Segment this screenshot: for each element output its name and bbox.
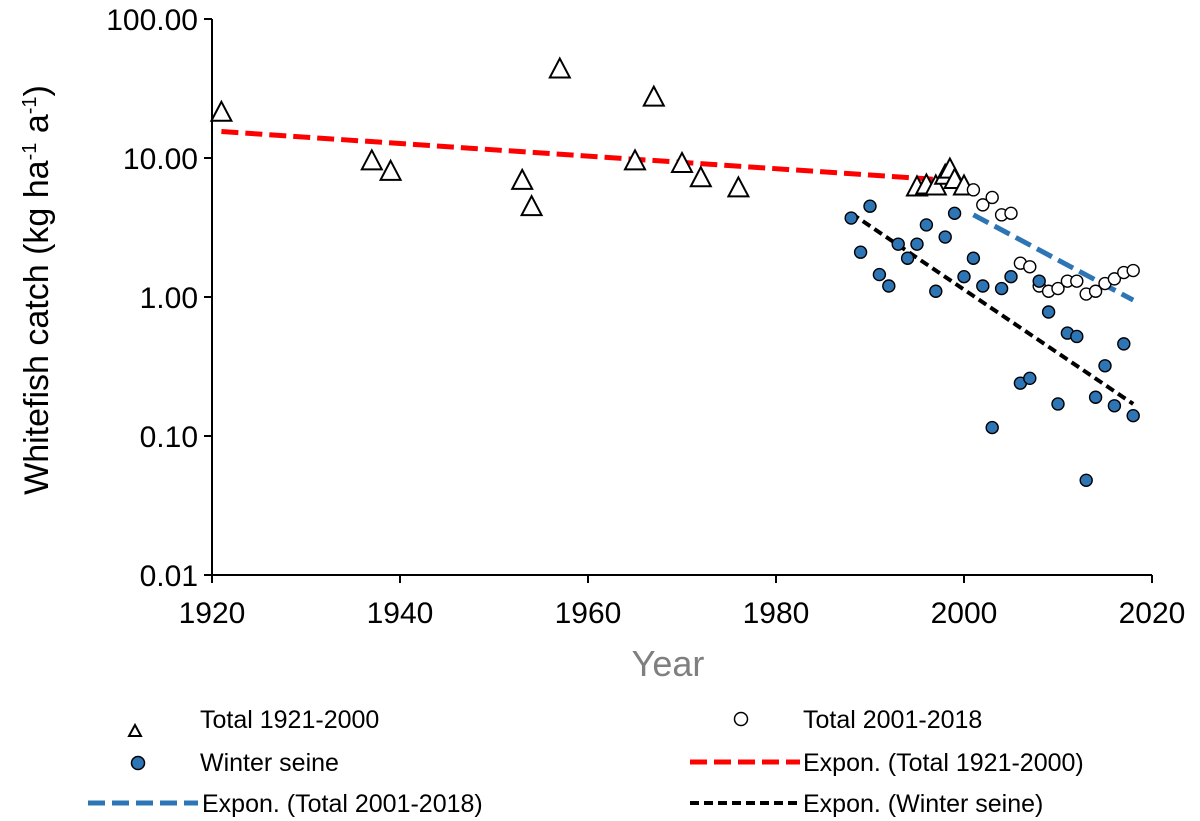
- y-tick-label: 100.00: [106, 4, 198, 37]
- data-point-total-2001-2018: [985, 190, 999, 205]
- data-point-winter-seine: [994, 281, 1009, 296]
- data-point-total-1921-2000: [689, 165, 713, 188]
- y-tick-label: 0.10: [140, 421, 198, 454]
- x-tick-label: 1960: [555, 597, 622, 630]
- data-point-winter-seine: [900, 251, 915, 265]
- data-point-winter-seine: [1117, 337, 1131, 351]
- legend-label-winter-seine: Winter seine: [200, 749, 339, 777]
- data-point-winter-seine: [1107, 399, 1122, 413]
- data-point-total-1921-2000: [360, 148, 384, 171]
- data-point-winter-seine: [891, 237, 905, 251]
- data-point-winter-seine: [947, 206, 962, 221]
- legend-symbol-filled-circle: [130, 755, 146, 771]
- data-point-total-2001-2018: [1023, 260, 1037, 274]
- legend-symbol-triangle: [127, 722, 143, 737]
- data-point-winter-seine: [882, 279, 896, 293]
- legend-label-total-2001-2018: Total 2001-2018: [803, 706, 982, 734]
- trendline-1: [221, 129, 965, 184]
- data-point-winter-seine: [844, 211, 858, 225]
- data-point-total-2001-2018: [1070, 274, 1084, 288]
- data-point-winter-seine: [1079, 473, 1093, 488]
- data-point-winter-seine: [1126, 408, 1140, 423]
- data-point-winter-seine: [910, 237, 924, 251]
- data-point-winter-seine: [863, 199, 877, 213]
- data-point-winter-seine: [1070, 329, 1084, 344]
- data-point-winter-seine: [985, 420, 999, 435]
- data-point-total-1921-2000: [726, 175, 751, 198]
- data-point-total-1921-2000: [510, 167, 534, 190]
- data-point-total-2001-2018: [1126, 263, 1140, 278]
- legend-entry-expon-total-1921-2000: Expon. (Total 1921-2000): [690, 749, 1084, 777]
- x-tick-label: 1920: [179, 597, 246, 630]
- data-point-total-2001-2018: [1051, 281, 1065, 296]
- legend-symbol-open-circle: [733, 711, 749, 727]
- x-tick-label: 2020: [1119, 597, 1186, 630]
- data-point-total-2001-2018: [1107, 272, 1122, 286]
- x-tick-label: 2000: [931, 597, 998, 630]
- data-point-winter-seine: [919, 218, 934, 232]
- data-point-winter-seine: [853, 245, 868, 259]
- data-point-winter-seine: [1032, 274, 1046, 288]
- data-point-winter-seine: [1041, 305, 1056, 319]
- x-tick-label: 1980: [743, 597, 810, 630]
- legend-entry-expon-winter-seine: Expon. (Winter seine): [690, 790, 1043, 818]
- axes: 0.01 0.10 1.00 10.00 100.00 1920 1940 1960 1980 2…: [106, 4, 1185, 630]
- data-point-total-1921-2000: [924, 173, 948, 196]
- data-point-total-2001-2018: [1004, 206, 1018, 221]
- y-tick-label: 10.00: [123, 143, 198, 176]
- markers: [209, 56, 1140, 488]
- x-axis-title: Year: [632, 643, 705, 684]
- data-point-total-1921-2000: [378, 158, 403, 181]
- data-point-total-1921-2000: [548, 56, 572, 79]
- data-point-winter-seine: [1088, 390, 1103, 404]
- legend-label-expon-winter-seine: Expon. (Winter seine): [803, 790, 1043, 818]
- data-point-winter-seine: [1023, 371, 1037, 386]
- data-point-total-1921-2000: [623, 148, 647, 171]
- legend-entry-total-1921-2000: Total 1921-2000: [127, 706, 379, 737]
- legend-label-expon-total-1921-2000: Expon. (Total 1921-2000): [803, 749, 1084, 777]
- data-point-total-1921-2000: [642, 84, 666, 107]
- data-point-winter-seine: [957, 269, 971, 284]
- data-point-total-1921-2000: [209, 99, 234, 122]
- y-axis-title: Whitefish catch (kg ha-1 a-1): [18, 85, 56, 495]
- x-tick-label: 1940: [367, 597, 434, 630]
- legend-label-expon-total-2001-2018: Expon. (Total 2001-2018): [202, 790, 483, 818]
- y-tick-label: 1.00: [140, 282, 198, 315]
- data-point-total-2001-2018: [1088, 284, 1103, 298]
- data-point-winter-seine: [929, 284, 943, 298]
- data-point-total-1921-2000: [519, 194, 544, 217]
- data-point-winter-seine: [1004, 269, 1018, 284]
- data-point-total-2001-2018: [966, 183, 981, 197]
- data-point-winter-seine: [1051, 397, 1065, 411]
- data-point-winter-seine: [976, 279, 990, 293]
- data-point-winter-seine: [872, 267, 887, 282]
- data-point-total-2001-2018: [976, 198, 990, 212]
- legend-label-total-1921-2000: Total 1921-2000: [200, 706, 379, 734]
- legend-entry-expon-total-2001-2018: Expon. (Total 2001-2018): [88, 790, 483, 818]
- legend-entry-total-2001-2018: Total 2001-2018: [733, 706, 982, 734]
- legend: Total 1921-2000 Total 2001-2018 Winter s…: [88, 706, 1084, 818]
- data-point-winter-seine: [938, 230, 952, 244]
- y-tick-label: 0.01: [140, 560, 198, 593]
- data-point-winter-seine: [966, 251, 981, 265]
- data-point-total-1921-2000: [670, 150, 694, 173]
- data-point-winter-seine: [1098, 359, 1112, 373]
- legend-entry-winter-seine: Winter seine: [130, 749, 339, 777]
